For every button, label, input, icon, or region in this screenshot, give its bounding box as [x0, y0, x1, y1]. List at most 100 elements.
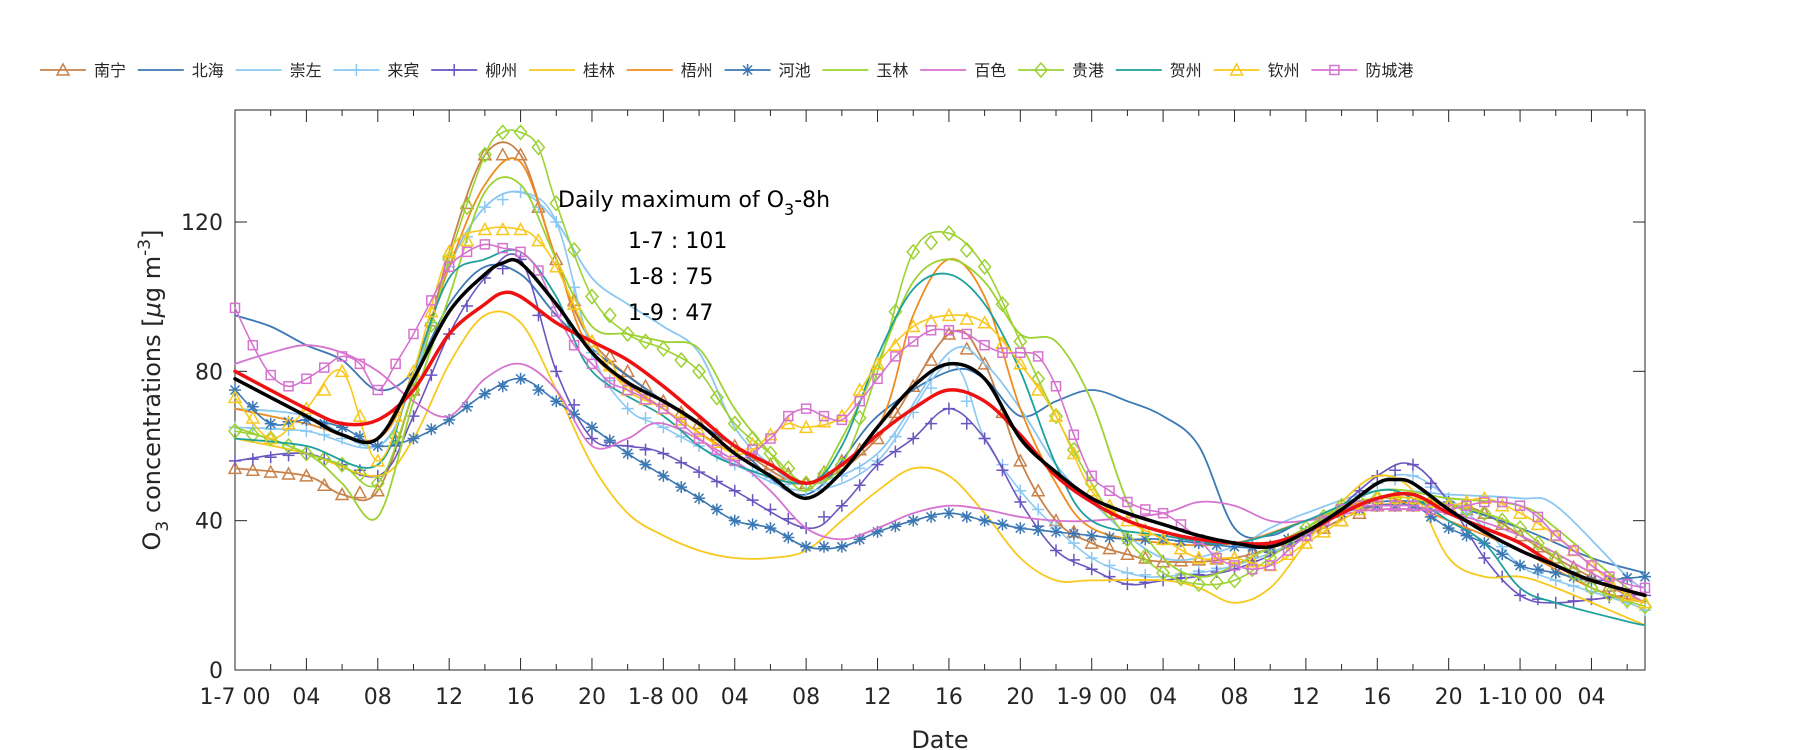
data-point [693, 492, 706, 505]
data-point [675, 418, 687, 429]
data-point [1209, 574, 1224, 591]
data-point [585, 432, 598, 445]
data-point [782, 512, 795, 525]
data-point [1140, 504, 1151, 515]
data-point [1030, 483, 1046, 497]
annotation-title: Daily maximum of O3-8h [558, 188, 830, 219]
legend-marker [741, 64, 754, 76]
data-point [1387, 490, 1403, 505]
data-point [658, 403, 669, 414]
data-point [1014, 484, 1027, 497]
data-point [352, 485, 368, 499]
legend-label: 河池 [779, 61, 811, 80]
data-point [639, 458, 652, 471]
data-point [996, 464, 1009, 477]
x-tick-label: 04 [1149, 685, 1177, 710]
data-point [371, 440, 384, 452]
data-point [514, 186, 527, 199]
legend-label: 贺州 [1170, 61, 1202, 80]
data-point [1496, 548, 1509, 561]
data-point [941, 307, 957, 322]
data-point [567, 241, 582, 259]
data-point [1191, 550, 1207, 564]
data-point [959, 311, 975, 325]
data-point [495, 147, 510, 161]
legend-marker [350, 64, 363, 76]
data-point [746, 518, 759, 531]
data-point [318, 362, 330, 373]
series-layer [227, 124, 1653, 627]
data-point [531, 233, 546, 247]
data-point [227, 389, 243, 404]
data-point [282, 449, 295, 462]
x-tick-label: 16 [507, 685, 535, 710]
data-point [675, 456, 688, 469]
data-point [264, 451, 277, 464]
data-point [1264, 560, 1276, 571]
data-point [1102, 541, 1117, 555]
series-avg-15 [233, 257, 1647, 598]
data-point [513, 147, 528, 161]
x-axis-title: Date [911, 726, 968, 750]
legend-marker [1229, 62, 1244, 76]
data-point [281, 466, 296, 480]
data-point [835, 540, 848, 553]
data-point [1532, 511, 1544, 523]
y-tick-label: 80 [195, 360, 223, 385]
data-point [925, 325, 937, 336]
data-point [1586, 560, 1597, 571]
data-point [424, 304, 439, 318]
x-tick-label: 20 [1435, 685, 1463, 710]
data-point [300, 425, 313, 438]
data-point [1389, 500, 1401, 511]
series-line [234, 190, 1646, 612]
data-point [816, 465, 831, 483]
data-point [1461, 500, 1472, 511]
data-point [1139, 576, 1152, 589]
data-point [1405, 490, 1421, 505]
data-point [1619, 587, 1635, 602]
data-point [1460, 529, 1473, 542]
data-point [656, 340, 671, 358]
data-point [316, 477, 332, 491]
data-point [1316, 520, 1331, 534]
data-point [818, 410, 830, 422]
data-point [1637, 595, 1653, 609]
data-point [943, 325, 955, 336]
legend-label: 桂林 [583, 61, 615, 80]
data-point [1104, 485, 1115, 497]
data-point [960, 395, 973, 408]
data-point [1085, 552, 1098, 564]
data-point [889, 445, 902, 458]
data-point [532, 384, 545, 396]
data-point [854, 395, 865, 407]
data-point [461, 300, 474, 312]
data-point [495, 124, 510, 141]
annotation-line-1-9: 1-9 : 47 [628, 301, 713, 326]
data-point [1156, 564, 1171, 582]
data-point [301, 373, 312, 385]
data-point [1442, 522, 1455, 535]
data-point [1031, 370, 1046, 387]
data-point [764, 503, 777, 516]
data-point [1568, 545, 1579, 556]
legend-label: 崇左 [290, 61, 322, 80]
x-tick-label: 12 [1292, 685, 1320, 710]
data-point [263, 430, 278, 445]
y-tick-label: 40 [195, 510, 223, 535]
data-point [389, 436, 402, 449]
legend-item: 桂林 [529, 61, 615, 80]
series-line [234, 243, 1646, 589]
legend-item: 玉林 [822, 61, 908, 80]
data-point [1549, 566, 1562, 579]
legend-item: 河池 [724, 61, 811, 80]
data-point [693, 433, 705, 444]
data-point [1424, 477, 1437, 490]
data-point [1084, 483, 1099, 497]
legend: 南宁 北海 崇左 来宾 柳州 桂林 梧州 河池 玉林 百色 贵港 贺州 钦州 防城港 [40, 61, 1413, 80]
data-point [907, 432, 920, 445]
data-point [514, 372, 527, 385]
data-point [246, 400, 259, 413]
data-point [388, 428, 403, 445]
x-tick-label: 04 [721, 685, 749, 710]
